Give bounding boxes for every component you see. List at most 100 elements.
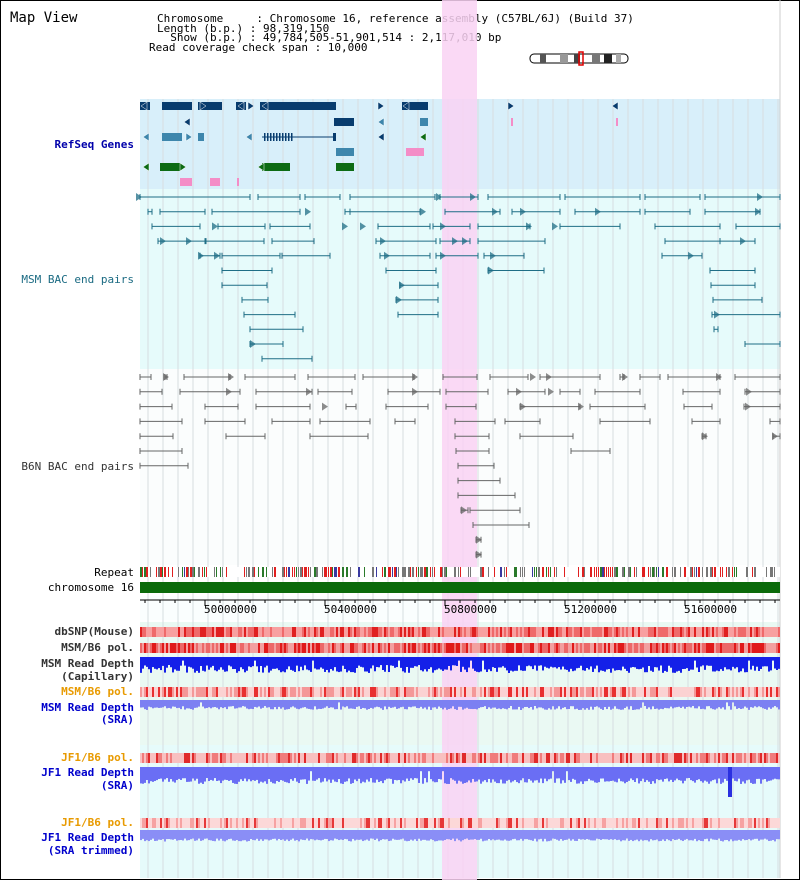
- heat-cell: [344, 687, 346, 697]
- heat-cell: [354, 627, 356, 637]
- depth-bar: [778, 700, 780, 710]
- depth-bar: [182, 830, 184, 841]
- heat-cell: [722, 627, 724, 637]
- depth-bar: [624, 700, 626, 708]
- heat-cell: [662, 818, 664, 828]
- repeat-feature: [248, 567, 250, 577]
- depth-bar: [702, 700, 704, 709]
- heat-cell: [490, 627, 492, 637]
- heat-cell: [426, 627, 428, 637]
- gene-feature: [616, 118, 618, 126]
- heat-cell: [424, 687, 426, 697]
- depth-bar: [162, 657, 164, 666]
- heat-cell: [326, 687, 328, 697]
- highlight-region[interactable]: [442, 0, 477, 880]
- repeat-feature: [680, 567, 681, 577]
- depth-bar: [326, 657, 328, 670]
- heat-cell: [612, 818, 614, 828]
- heat-cell: [320, 643, 322, 653]
- depth-bar: [260, 700, 262, 709]
- heat-cell: [142, 687, 144, 697]
- depth-bar: [248, 700, 250, 710]
- heat-cell: [328, 753, 330, 763]
- heat-cell: [390, 753, 392, 763]
- heat-cell: [390, 818, 392, 828]
- heat-cell: [394, 627, 396, 637]
- heat-cell: [484, 818, 486, 828]
- depth-bar: [236, 830, 238, 841]
- triangle-arrow-icon: [186, 237, 192, 246]
- heat-cell: [308, 818, 310, 828]
- depth-bar: [176, 830, 178, 841]
- heat-cell: [216, 627, 218, 637]
- heat-cell: [676, 818, 678, 828]
- heat-cell: [636, 818, 638, 828]
- heat-cell: [598, 818, 600, 828]
- depth-bar: [444, 700, 446, 708]
- heat-cell: [590, 753, 592, 763]
- depth-bar: [592, 767, 594, 781]
- depth-bar: [462, 830, 464, 841]
- heat-cell: [736, 753, 738, 763]
- heat-cell: [180, 627, 182, 637]
- heat-cell: [646, 643, 648, 653]
- heat-cell: [232, 753, 234, 763]
- heat-cell: [192, 753, 194, 763]
- repeat-track[interactable]: [140, 567, 780, 577]
- depth-bar: [392, 767, 394, 784]
- heat-cell: [168, 687, 170, 697]
- chromosome-bar[interactable]: [140, 582, 780, 593]
- triangle-arrow-icon: [611, 101, 619, 111]
- depth-bar: [716, 830, 718, 841]
- heat-cell: [384, 687, 386, 697]
- heat-cell: [310, 643, 312, 653]
- heat-cell: [342, 643, 344, 653]
- gene-exon: [282, 133, 284, 141]
- depth-bar: [526, 700, 528, 707]
- depth-bar: [534, 767, 536, 781]
- label-jf1-depth-trimmed: JF1 Read Depth: [41, 831, 134, 844]
- msm-bac-track[interactable]: [136, 193, 781, 362]
- heat-cell: [554, 627, 556, 637]
- depth-bar: [400, 700, 402, 708]
- depth-bar: [748, 767, 750, 780]
- heat-cell: [170, 643, 172, 653]
- depth-bar: [450, 830, 452, 840]
- heat-cell: [352, 627, 354, 637]
- heat-cell: [512, 818, 514, 828]
- depth-bar: [388, 700, 390, 707]
- repeat-feature: [654, 567, 655, 577]
- depth-bar: [364, 767, 366, 783]
- chromosome-ideogram-icon[interactable]: [529, 51, 629, 66]
- heat-tracks[interactable]: [140, 627, 780, 828]
- depth-tracks[interactable]: [140, 657, 780, 842]
- depth-bar: [328, 657, 330, 673]
- heat-cell: [678, 627, 680, 637]
- heat-cell: [364, 687, 366, 697]
- refseq-gene-track[interactable]: [140, 101, 619, 186]
- depth-bar: [338, 767, 340, 780]
- depth-bar: [708, 767, 710, 784]
- heat-cell: [776, 753, 778, 763]
- depth-bar: [538, 830, 540, 840]
- heat-cell: [364, 627, 366, 637]
- heat-cell: [752, 643, 754, 653]
- heat-cell: [644, 643, 646, 653]
- heat-cell: [742, 818, 744, 828]
- heat-cell: [172, 687, 174, 697]
- heat-cell: [746, 627, 748, 637]
- depth-bar: [496, 830, 498, 840]
- heat-cell: [312, 818, 314, 828]
- heat-cell: [218, 818, 220, 828]
- depth-bar: [448, 767, 450, 784]
- depth-bar: [248, 830, 250, 842]
- repeat-feature: [292, 567, 293, 577]
- heat-cell: [144, 627, 146, 637]
- depth-bar: [702, 830, 704, 842]
- heat-cell: [666, 687, 668, 697]
- heat-cell: [378, 643, 380, 653]
- heat-cell: [332, 687, 334, 697]
- depth-bar: [656, 700, 658, 709]
- b6n-bac-track[interactable]: [139, 373, 781, 559]
